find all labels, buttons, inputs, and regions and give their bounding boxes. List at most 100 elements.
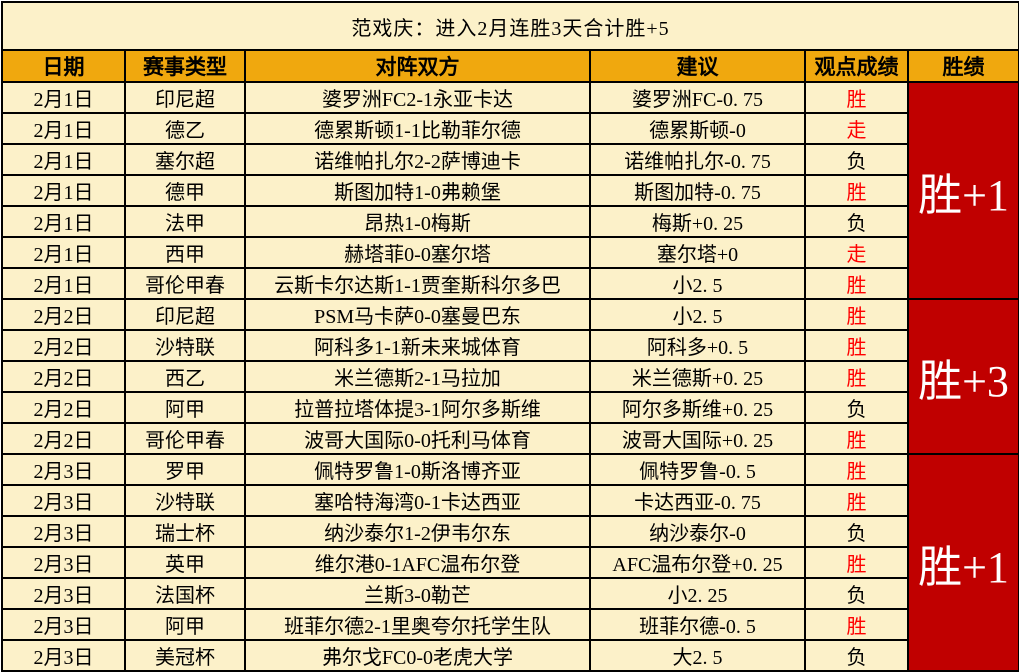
date-cell: 2月3日 [1,639,126,672]
league-cell: 德甲 [124,174,246,207]
table-row: 2月1日 德乙 德累斯顿1-1比勒菲尔德 德累斯顿-0 走 [1,112,1019,145]
tip-cell: 诺维帕扎尔-0. 75 [589,143,806,176]
league-cell: 沙特联 [124,329,246,362]
match-cell: 德累斯顿1-1比勒菲尔德 [244,112,591,145]
match-cell: 阿科多1-1新未来城体育 [244,329,591,362]
table-row: 2月1日 印尼超 婆罗洲FC2-1永亚卡达 婆罗洲FC-0. 75 胜 胜+1 [1,81,1019,300]
result-cell: 负 [804,143,909,176]
table-row: 2月2日 沙特联 阿科多1-1新未来城体育 阿科多+0. 5 胜 [1,329,1019,362]
league-cell: 阿甲 [124,391,246,424]
tip-cell: 班菲尔德-0. 5 [589,608,806,641]
result-cell: 胜 [804,298,909,331]
col-header-date: 日期 [1,49,126,83]
tip-cell: 德累斯顿-0 [589,112,806,145]
table-row: 2月3日 法国杯 兰斯3-0勒芒 小2. 25 负 [1,577,1019,610]
match-cell: 婆罗洲FC2-1永亚卡达 [244,81,591,114]
date-cell: 2月2日 [1,298,126,331]
tip-cell: 卡达西亚-0. 75 [589,484,806,517]
tip-cell: 纳沙泰尔-0 [589,515,806,548]
result-cell: 负 [804,639,909,672]
streak-cell: 胜+3 [906,298,1019,455]
result-cell: 胜 [804,360,909,393]
col-header-match: 对阵双方 [244,49,591,83]
table-row: 2月1日 哥伦甲春 云斯卡尔达斯1-1贾奎斯科尔多巴 小2. 5 胜 [1,267,1019,300]
league-cell: 哥伦甲春 [124,422,246,455]
tip-cell: 婆罗洲FC-0. 75 [589,81,806,114]
match-cell: 赫塔菲0-0塞尔塔 [244,236,591,269]
match-cell: 维尔港0-1AFC温布尔登 [244,546,591,579]
table-row: 2月3日 英甲 维尔港0-1AFC温布尔登 AFC温布尔登+0. 25 胜 [1,546,1019,579]
table-row: 2月3日 阿甲 班菲尔德2-1里奥夸尔托学生队 班菲尔德-0. 5 胜 [1,608,1019,641]
table-row: 2月2日 阿甲 拉普拉塔体提3-1阿尔多斯维 阿尔多斯维+0. 25 负 [1,391,1019,424]
league-cell: 法国杯 [124,577,246,610]
date-cell: 2月1日 [1,267,126,300]
tip-cell: 小2. 5 [589,298,806,331]
match-cell: 米兰德斯2-1马拉加 [244,360,591,393]
table-row: 2月1日 德甲 斯图加特1-0弗赖堡 斯图加特-0. 75 胜 [1,174,1019,207]
league-cell: 沙特联 [124,484,246,517]
table-row: 2月2日 哥伦甲春 波哥大国际0-0托利马体育 波哥大国际+0. 25 胜 [1,422,1019,455]
table-row: 2月2日 印尼超 PSM马卡萨0-0塞曼巴东 小2. 5 胜 胜+3 [1,298,1019,455]
date-cell: 2月3日 [1,577,126,610]
match-cell: 佩特罗鲁1-0斯洛博齐亚 [244,453,591,486]
page-title: 范戏庆：进入2月连胜3天合计胜+5 [0,1,1019,51]
match-cell: 拉普拉塔体提3-1阿尔多斯维 [244,391,591,424]
league-cell: 罗甲 [124,453,246,486]
streak-cell: 胜+1 [906,81,1019,300]
date-cell: 2月3日 [1,608,126,641]
tip-cell: 斯图加特-0. 75 [589,174,806,207]
match-cell: 兰斯3-0勒芒 [244,577,591,610]
result-cell: 负 [804,205,909,238]
col-header-result: 观点成绩 [804,49,909,83]
tip-cell: 小2. 5 [589,267,806,300]
date-cell: 2月1日 [1,174,126,207]
result-cell: 胜 [804,422,909,455]
table-row: 2月2日 西乙 米兰德斯2-1马拉加 米兰德斯+0. 25 胜 [1,360,1019,393]
result-cell: 走 [804,112,909,145]
table-row: 2月1日 法甲 昂热1-0梅斯 梅斯+0. 25 负 [1,205,1019,238]
match-cell: PSM马卡萨0-0塞曼巴东 [244,298,591,331]
tip-cell: 阿科多+0. 5 [589,329,806,362]
match-cell: 昂热1-0梅斯 [244,205,591,238]
col-header-league: 赛事类型 [124,49,246,83]
match-cell: 诺维帕扎尔2-2萨博迪卡 [244,143,591,176]
date-cell: 2月2日 [1,329,126,362]
league-cell: 西甲 [124,236,246,269]
result-cell: 胜 [804,546,909,579]
tip-cell: 米兰德斯+0. 25 [589,360,806,393]
table-row: 2月3日 罗甲 佩特罗鲁1-0斯洛博齐亚 佩特罗鲁-0. 5 胜 胜+1 [1,453,1019,672]
league-cell: 西乙 [124,360,246,393]
date-cell: 2月2日 [1,360,126,393]
league-cell: 德乙 [124,112,246,145]
date-cell: 2月1日 [1,143,126,176]
date-cell: 2月3日 [1,453,126,486]
table-row: 2月1日 塞尔超 诺维帕扎尔2-2萨博迪卡 诺维帕扎尔-0. 75 负 [1,143,1019,176]
match-cell: 斯图加特1-0弗赖堡 [244,174,591,207]
date-cell: 2月3日 [1,484,126,517]
result-cell: 胜 [804,484,909,517]
table-row: 2月3日 沙特联 塞哈特海湾0-1卡达西亚 卡达西亚-0. 75 胜 [1,484,1019,517]
match-cell: 云斯卡尔达斯1-1贾奎斯科尔多巴 [244,267,591,300]
date-cell: 2月1日 [1,112,126,145]
result-cell: 负 [804,577,909,610]
result-cell: 胜 [804,267,909,300]
league-cell: 塞尔超 [124,143,246,176]
date-cell: 2月3日 [1,546,126,579]
title-row: 范戏庆：进入2月连胜3天合计胜+5 [0,1,1019,51]
tip-cell: 塞尔塔+0 [589,236,806,269]
result-cell: 胜 [804,81,909,114]
tip-cell: 小2. 25 [589,577,806,610]
tip-cell: 阿尔多斯维+0. 25 [589,391,806,424]
result-cell: 胜 [804,174,909,207]
date-cell: 2月1日 [1,81,126,114]
tip-cell: 梅斯+0. 25 [589,205,806,238]
league-cell: 哥伦甲春 [124,267,246,300]
tip-cell: AFC温布尔登+0. 25 [589,546,806,579]
result-cell: 负 [804,515,909,548]
match-cell: 纳沙泰尔1-2伊韦尔东 [244,515,591,548]
league-cell: 印尼超 [124,81,246,114]
league-cell: 美冠杯 [124,639,246,672]
tip-cell: 波哥大国际+0. 25 [589,422,806,455]
tip-cell: 佩特罗鲁-0. 5 [589,453,806,486]
league-cell: 英甲 [124,546,246,579]
